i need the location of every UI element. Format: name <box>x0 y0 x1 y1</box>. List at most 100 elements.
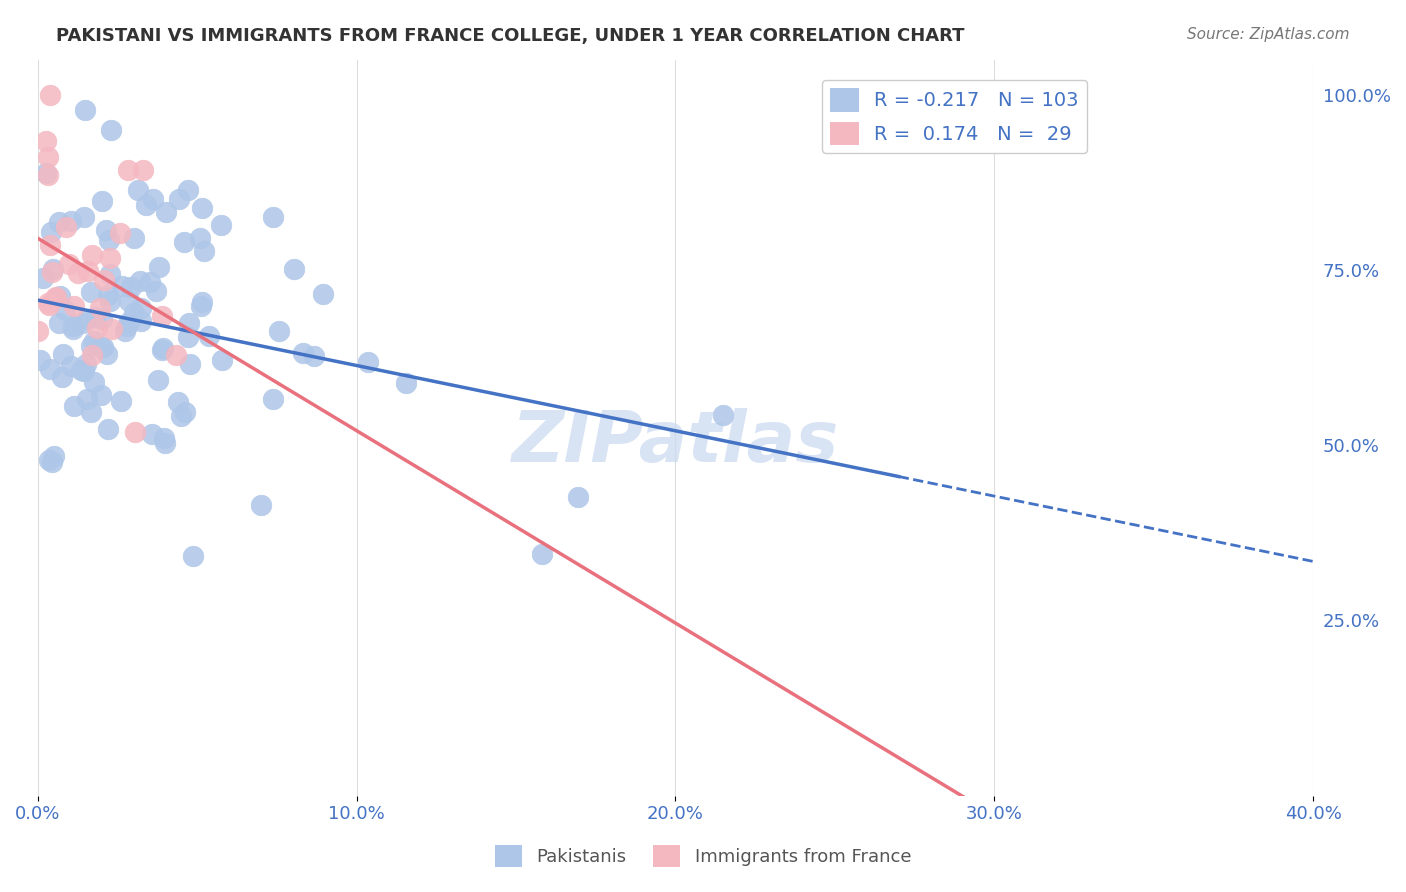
Point <box>179 317 201 331</box>
Point <box>84 310 107 325</box>
Point <box>269 324 291 338</box>
Point <box>165 348 187 362</box>
Point <box>42 449 65 463</box>
Point <box>94 223 117 237</box>
Point <box>150 309 173 323</box>
Point <box>179 357 201 371</box>
Point <box>37 295 59 310</box>
Point <box>100 322 122 336</box>
Point <box>59 359 82 373</box>
Point <box>152 431 174 445</box>
Point <box>131 313 153 327</box>
Point <box>139 276 162 290</box>
Point <box>567 491 589 505</box>
Point <box>39 87 62 102</box>
Point <box>100 122 122 136</box>
Point <box>262 210 284 224</box>
Text: ZIPatlas: ZIPatlas <box>512 408 839 477</box>
Point <box>170 409 193 423</box>
Point <box>115 318 138 333</box>
Legend: Pakistanis, Immigrants from France: Pakistanis, Immigrants from France <box>488 838 918 874</box>
Point <box>152 341 174 355</box>
Point <box>42 261 65 276</box>
Point <box>98 268 121 282</box>
Point <box>69 363 91 377</box>
Point <box>120 280 142 294</box>
Point <box>90 340 112 354</box>
Point <box>62 321 84 335</box>
Point <box>209 218 232 232</box>
Point <box>135 198 157 212</box>
Point <box>80 405 103 419</box>
Point <box>292 346 315 360</box>
Point <box>75 357 97 371</box>
Point <box>53 303 76 318</box>
Point <box>97 422 120 436</box>
Point <box>80 285 103 299</box>
Point <box>45 290 67 304</box>
Point <box>166 395 188 409</box>
Point <box>32 271 55 285</box>
Point <box>76 312 98 326</box>
Point <box>73 210 96 224</box>
Point <box>174 405 197 419</box>
Point <box>153 436 176 450</box>
Text: PAKISTANI VS IMMIGRANTS FROM FRANCE COLLEGE, UNDER 1 YEAR CORRELATION CHART: PAKISTANI VS IMMIGRANTS FROM FRANCE COLL… <box>56 27 965 45</box>
Point <box>51 369 73 384</box>
Point <box>48 316 70 330</box>
Point <box>155 205 177 219</box>
Point <box>93 273 115 287</box>
Point <box>48 214 70 228</box>
Point <box>91 312 114 326</box>
Point <box>124 425 146 440</box>
Point <box>118 294 141 309</box>
Point <box>191 202 214 216</box>
Point <box>76 392 98 406</box>
Point <box>73 363 96 377</box>
Point <box>44 291 66 305</box>
Point <box>395 376 418 390</box>
Point <box>27 324 49 338</box>
Point <box>211 352 233 367</box>
Point <box>63 399 86 413</box>
Text: Source: ZipAtlas.com: Source: ZipAtlas.com <box>1187 27 1350 42</box>
Point <box>49 289 72 303</box>
Point <box>117 163 139 178</box>
Point <box>80 247 103 261</box>
Point <box>132 162 155 177</box>
Legend: R = -0.217   N = 103, R =  0.174   N =  29: R = -0.217 N = 103, R = 0.174 N = 29 <box>823 80 1087 153</box>
Point <box>110 394 132 409</box>
Point <box>177 330 200 344</box>
Point <box>38 453 60 467</box>
Point <box>250 498 273 512</box>
Point <box>146 373 169 387</box>
Point <box>148 260 170 274</box>
Point <box>39 362 62 376</box>
Point <box>530 547 553 561</box>
Point <box>152 343 174 357</box>
Point <box>114 324 136 338</box>
Point <box>39 238 62 252</box>
Point <box>91 340 114 354</box>
Point <box>91 194 114 208</box>
Point <box>86 321 108 335</box>
Point <box>302 350 325 364</box>
Point <box>188 231 211 245</box>
Point <box>37 168 59 182</box>
Point <box>97 234 120 248</box>
Point <box>141 426 163 441</box>
Point <box>190 299 212 313</box>
Point <box>28 352 51 367</box>
Point <box>39 225 62 239</box>
Point <box>173 235 195 249</box>
Point <box>118 315 141 329</box>
Point <box>97 288 120 302</box>
Point <box>41 265 63 279</box>
Point <box>34 165 56 179</box>
Point <box>167 192 190 206</box>
Point <box>41 455 63 469</box>
Point <box>124 305 146 319</box>
Point <box>96 347 118 361</box>
Point <box>83 375 105 389</box>
Point <box>62 318 84 333</box>
